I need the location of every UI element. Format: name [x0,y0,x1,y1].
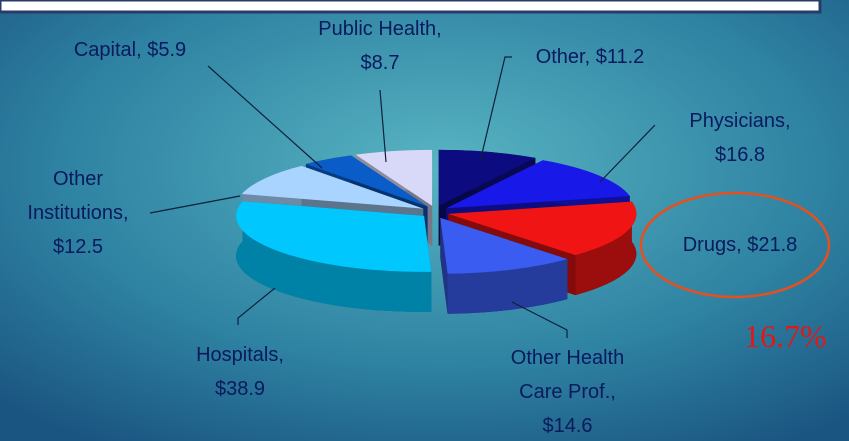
slice-label: Hospitals, $38.9 [160,338,320,406]
category-label: Physicians, [689,110,791,132]
slice-label: Drugs, $21.8 [650,228,830,262]
slice-label: Other Institutions, $12.5 [0,162,156,264]
slice [355,149,433,206]
value-label: $11.2 [595,46,645,68]
value-label: $12.5 [52,236,104,258]
category-label: Drugs, [682,234,742,256]
leader-line [379,89,387,163]
slice [438,149,536,206]
leader-lines [149,56,656,338]
value-label: $16.8 [714,144,766,166]
annotation: 16.7% [744,318,827,354]
slice-group [440,217,568,314]
title-bar [0,0,822,14]
category-label: Other, [535,46,591,68]
category-label: Other Health Care Prof., [510,347,625,403]
value-label: $21.8 [747,234,798,256]
highlight-ellipse [639,191,831,299]
slice [448,201,637,256]
value-label: $8.7 [360,52,400,74]
slice [305,155,428,207]
pie [236,149,637,314]
category-label: Other Institutions, [27,168,129,224]
slice [241,165,424,209]
slice-label: Physicians, $16.8 [650,104,830,172]
leader-line [599,124,656,183]
slice [440,217,568,274]
value-label: $14.6 [542,415,593,437]
leader-line [479,56,512,163]
category-label: Hospitals, [196,344,284,366]
leader-line [237,287,276,325]
slice [236,201,432,272]
leader-line [149,195,241,214]
slice-side [236,201,432,312]
slice [446,160,630,209]
leader-line [511,301,568,338]
slice-label: Capital, $5.9 [20,33,240,67]
slice-side [575,201,637,296]
value-label: $5.9 [147,39,187,61]
slice-group [236,201,432,312]
leader-line [207,65,323,169]
slice-side [447,259,568,314]
value-label: $38.9 [214,378,266,400]
slice-label: Public Health, $8.7 [280,12,480,80]
category-label: Capital, [73,39,142,61]
category-label: Public Health, [318,18,442,40]
slice-label: Other, $11.2 [500,40,680,74]
slice-label: Other Health Care Prof., $14.6 [495,341,640,441]
slice-cut [440,217,448,314]
